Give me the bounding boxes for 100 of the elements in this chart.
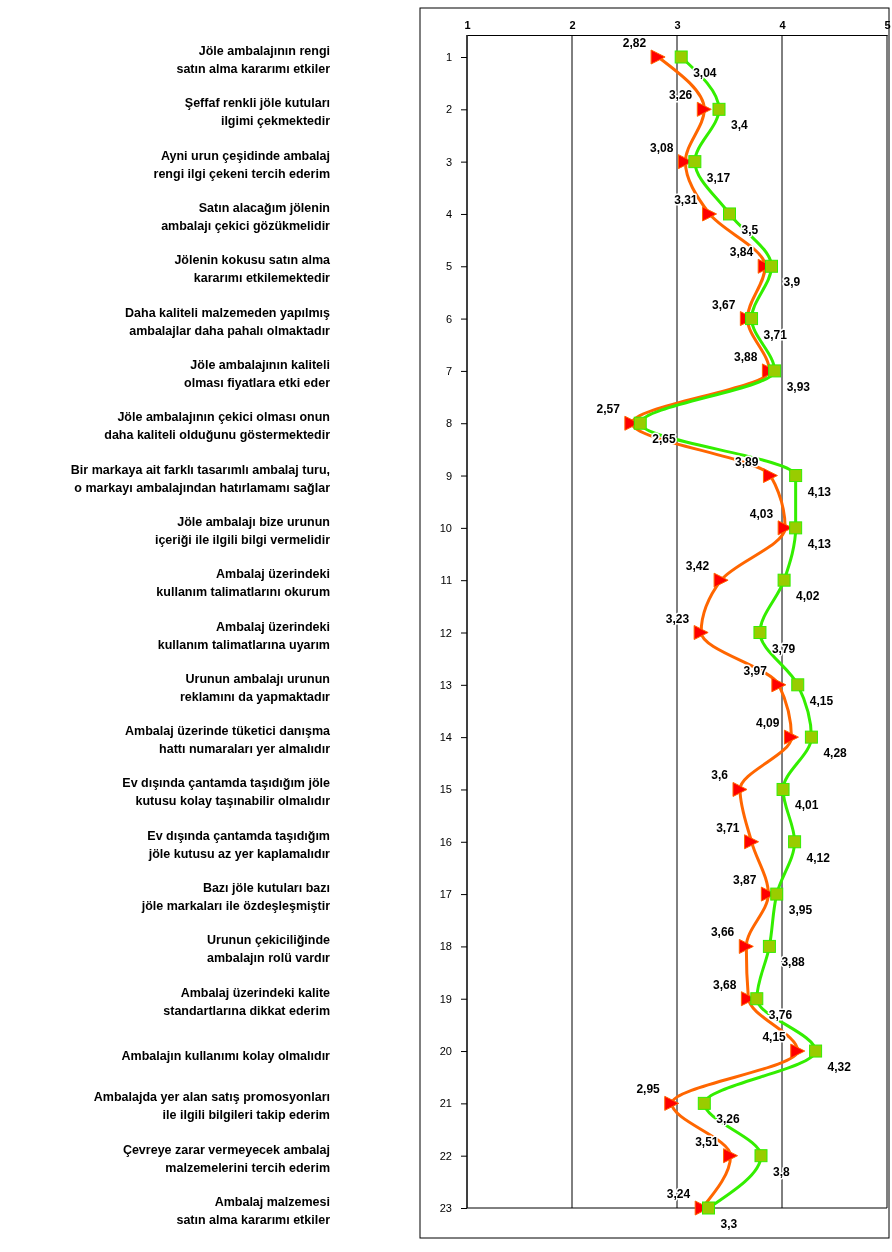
y-tick-label: 9	[445, 469, 452, 482]
text: Ambalaj üzerindeki kullanım talimatlarına uyarım	[157, 619, 330, 652]
point	[770, 887, 784, 901]
data-label: 4,13	[807, 536, 832, 551]
point	[765, 259, 778, 273]
x-tick-label: 3	[674, 19, 681, 31]
point	[745, 312, 759, 326]
point	[633, 416, 647, 430]
y-tick-label: 12	[439, 626, 452, 639]
text: Jöle ambalajının kaliteli olması fiyatlara etki eder	[184, 357, 331, 390]
y-tick-label: 22	[439, 1149, 452, 1162]
text: Urunun ambalajı urunun reklamını da yapmaktadır	[179, 671, 331, 704]
data-label: 3,8	[773, 1164, 791, 1179]
text: Ambalajın kullanımı kolay olmalıdır	[121, 1049, 331, 1064]
data-label: 3,71	[716, 820, 740, 835]
point	[783, 729, 799, 745]
point	[762, 468, 778, 484]
point	[702, 206, 718, 222]
data-label: 3,26	[716, 1112, 740, 1127]
text: Ambalaj üzerindeki kalite standartlarına dikkat ederim	[163, 985, 331, 1018]
point	[789, 521, 803, 535]
data-label: 4,15	[762, 1030, 787, 1045]
point	[762, 939, 776, 953]
point	[723, 207, 736, 221]
point	[771, 677, 787, 693]
data-label: 2,82	[622, 36, 647, 50]
point	[768, 364, 782, 378]
point	[809, 1044, 823, 1058]
point	[723, 1148, 739, 1164]
y-tick-label: 11	[440, 574, 452, 587]
y-tick-label: 7	[445, 364, 452, 377]
point	[713, 572, 729, 588]
point	[791, 678, 805, 692]
point	[693, 625, 709, 640]
point	[702, 1201, 715, 1215]
data-label: 4,15	[809, 693, 834, 708]
data-label: 3,84	[729, 245, 754, 260]
text: Ambalaj malzemesi satın alma kararımı etkiler	[176, 1195, 331, 1227]
point	[696, 101, 712, 117]
point	[650, 49, 666, 65]
text: Ambalaj üzerindeki kullanım talimatlarını okurum	[156, 567, 330, 600]
y-tick-label: 5	[445, 260, 452, 273]
x-tick-label: 2	[569, 19, 576, 31]
text: Şeffaf renkli jöle kutuları ilgimi çekmektedir	[184, 96, 331, 129]
x-tick-label: 4	[779, 19, 787, 31]
text: Jöle ambalajının çekici olması onun daha kaliteli olduğunu göstermektedir	[104, 410, 331, 443]
point	[753, 626, 767, 639]
text: Ev dışında çantamda taşıdığım jöle kutusu az yer kaplamalıdır	[147, 828, 331, 861]
point	[788, 835, 802, 849]
data-label: 3,71	[763, 327, 788, 342]
y-tick-label: 15	[439, 783, 452, 796]
point	[688, 155, 702, 169]
y-tick-label: 8	[445, 417, 452, 430]
data-label: 3,76	[768, 1007, 793, 1022]
data-label: 3,42	[685, 559, 710, 574]
data-label: 2,57	[596, 402, 621, 417]
text: Ambalajda yer alan satış promosyonları ile ilgili bilgileri takip ederim	[93, 1090, 330, 1123]
text: Jölenin kokusu satın alma kararımı etkilemektedir	[174, 253, 332, 286]
data-label: 3,08	[650, 140, 674, 155]
point	[674, 50, 688, 64]
text: Ambalaj üzerinde tüketici danışma hattı numaraları yer almalıdır	[125, 724, 332, 757]
point	[789, 469, 803, 483]
point	[776, 782, 790, 796]
y-tick-label: 4	[445, 207, 452, 220]
data-label: 3,4	[731, 118, 749, 133]
data-label: 4,13	[807, 484, 832, 499]
data-label: 3,67	[711, 297, 736, 312]
data-label: 4,12	[806, 850, 831, 865]
data-label: 3,6	[711, 768, 729, 783]
y-tick-label: 17	[439, 888, 452, 901]
data-label: 4,01	[795, 798, 819, 813]
y-tick-label: 13	[439, 678, 452, 691]
y-tick-label: 23	[439, 1202, 452, 1215]
point	[697, 1096, 711, 1110]
y-tick-label: 20	[439, 1045, 452, 1058]
y-tick-label: 3	[445, 155, 452, 168]
x-tick-label: 5	[884, 19, 891, 31]
data-label: 2,95	[636, 1082, 661, 1097]
y-tick-label: 21	[439, 1097, 452, 1110]
text: Ayni urun çeşidinde ambalaj rengi ilgi çekeni tercih ederim	[153, 148, 330, 181]
data-label: 4,02	[796, 589, 820, 604]
text: Bir markaya ait farklı tasarımlı ambalaj turu, o markayı ambalajından hatırlamamı sağlar	[70, 462, 331, 495]
point	[732, 781, 748, 797]
data-label: 3,3	[720, 1217, 738, 1231]
point	[750, 992, 764, 1006]
point	[804, 730, 818, 744]
data-label: 3,9	[783, 275, 801, 290]
text: Bazı jöle kutuları bazı jöle markaları ile özdeşleşmiştir	[140, 881, 331, 914]
data-label: 3,68	[713, 977, 737, 992]
data-label: 3,26	[668, 88, 693, 103]
point	[790, 1043, 806, 1059]
data-label: 3,24	[666, 1187, 691, 1201]
data-label: 3,79	[771, 641, 796, 656]
point	[777, 573, 791, 587]
data-label: 4,03	[749, 506, 774, 521]
y-tick-label: 18	[439, 940, 452, 953]
text: Çevreye zarar vermeyecek ambalaj malzemelerini tercih ederim	[122, 1142, 330, 1175]
data-label: 4,32	[827, 1060, 852, 1075]
y-tick-label: 14	[439, 731, 452, 744]
point	[744, 834, 760, 850]
